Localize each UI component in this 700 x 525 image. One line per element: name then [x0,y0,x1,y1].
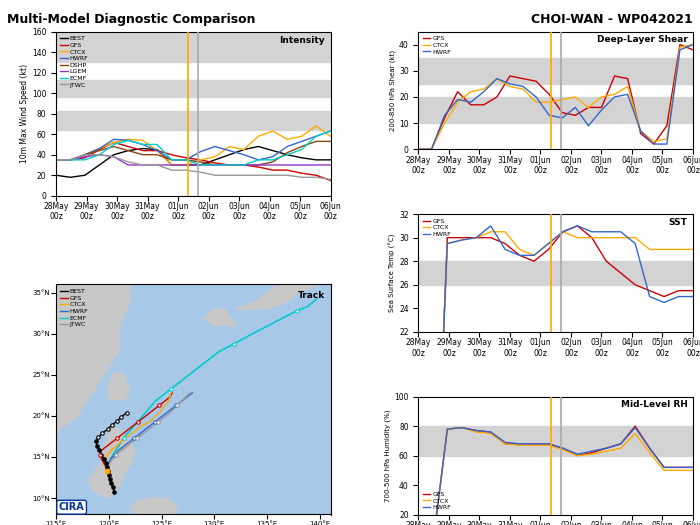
Text: Mid-Level RH: Mid-Level RH [621,400,687,409]
Bar [56,111,330,130]
Text: Intensity: Intensity [279,36,325,46]
Text: CIRA: CIRA [59,502,85,512]
Text: Deep-Layer Shear: Deep-Layer Shear [596,35,687,44]
Polygon shape [88,428,135,498]
Legend: BEST, GFS, CTCX, HWRF, ECMF, JTWC: BEST, GFS, CTCX, HWRF, ECMF, JTWC [59,288,90,329]
Bar [419,426,693,456]
Polygon shape [108,372,130,400]
Y-axis label: 10m Max Wind Speed (kt): 10m Max Wind Speed (kt) [20,64,29,163]
Text: CHOI-WAN - WP042021: CHOI-WAN - WP042021 [531,13,693,26]
Bar [419,261,693,285]
Legend: GFS, CTCX, HWRF: GFS, CTCX, HWRF [421,35,452,56]
Polygon shape [235,251,330,309]
Text: SST: SST [668,218,687,227]
Y-axis label: 200-850 hPa Shear (kt): 200-850 hPa Shear (kt) [390,50,396,131]
Legend: GFS, CTCX, HWRF: GFS, CTCX, HWRF [421,217,452,238]
Text: Track: Track [298,291,325,300]
Bar [56,80,330,97]
Bar [419,97,693,123]
Y-axis label: 700-500 hPa Humidity (%): 700-500 hPa Humidity (%) [385,410,391,502]
Text: Multi-Model Diagnostic Comparison: Multi-Model Diagnostic Comparison [7,13,256,26]
Polygon shape [204,309,235,326]
Bar [419,58,693,84]
Y-axis label: Sea Surface Temp (°C): Sea Surface Temp (°C) [389,234,396,312]
Polygon shape [0,412,14,433]
Legend: BEST, GFS, CTCX, HWRF, DSHP, LGEM, ECMF, JTWC: BEST, GFS, CTCX, HWRF, DSHP, LGEM, ECMF,… [59,35,90,89]
Legend: GFS, CTCX, HWRF: GFS, CTCX, HWRF [421,490,452,511]
Polygon shape [130,498,177,519]
Polygon shape [56,285,130,433]
Bar [56,32,330,62]
